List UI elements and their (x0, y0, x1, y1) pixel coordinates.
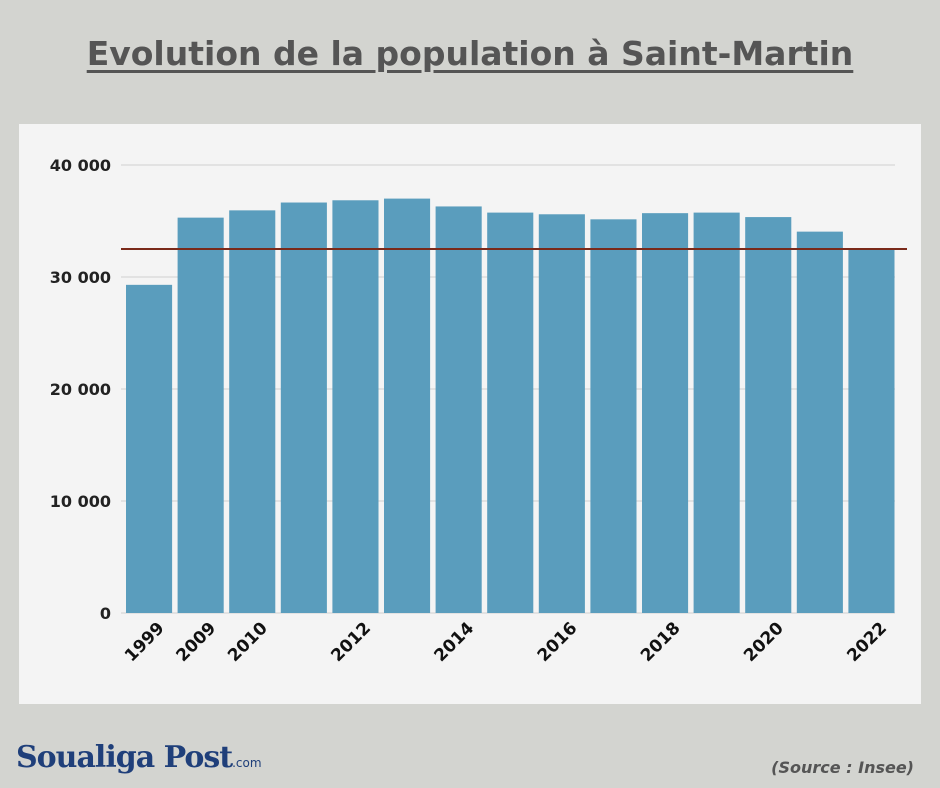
bar (126, 284, 173, 613)
bar (332, 200, 379, 613)
bar (642, 213, 689, 613)
bar (590, 219, 637, 613)
y-tick-label: 0 (100, 604, 111, 623)
bar (280, 202, 327, 613)
x-tick-label: 2016 (534, 618, 582, 666)
chart-title: Evolution de la population à Saint-Marti… (86, 34, 854, 73)
bar (693, 212, 740, 613)
logo-brand: Soualiga Post (16, 740, 233, 775)
bar-chart: 0 10 000 20 000 30 000 40 000 1999 2009 2010 201… (50, 156, 907, 666)
bar (177, 217, 224, 613)
source-note: (Source : Insee) (771, 758, 914, 777)
y-tick-label: 30 000 (50, 268, 111, 287)
bar (796, 231, 843, 613)
bar (745, 217, 792, 613)
bar (435, 206, 482, 613)
x-tick-label: 1999 (121, 618, 169, 666)
x-tick-label: 2010 (224, 618, 272, 666)
soualiga-post-logo: Soualiga Post.com (16, 740, 262, 780)
x-tick-label: 2020 (740, 618, 788, 666)
y-tick-label: 40 000 (50, 156, 111, 175)
bar (848, 249, 895, 613)
y-tick-label: 10 000 (50, 492, 111, 511)
x-tick-label: 2014 (431, 618, 479, 666)
bar (487, 212, 534, 613)
bar (538, 214, 585, 613)
bar (229, 210, 276, 614)
x-tick-label: 2022 (843, 618, 891, 666)
bar (384, 198, 431, 613)
logo-tld: .com (232, 756, 262, 770)
y-tick-label: 20 000 (50, 380, 111, 399)
x-tick-label: 2009 (173, 618, 221, 666)
chart-panel: 0 10 000 20 000 30 000 40 000 1999 2009 2010 201… (19, 124, 921, 704)
x-tick-label: 2018 (637, 618, 685, 666)
x-tick-label: 2012 (327, 618, 375, 666)
